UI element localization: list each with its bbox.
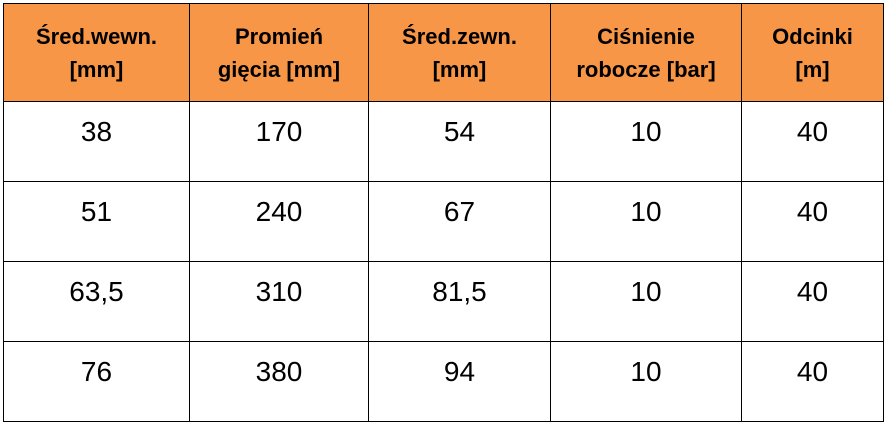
header-line: [mm] xyxy=(432,56,487,82)
header-line: [m] xyxy=(795,56,830,82)
header-outer-diameter: Śred.zewn. [mm] xyxy=(368,3,551,102)
header-sections: Odcinki [m] xyxy=(741,3,884,102)
cell-sections: 40 xyxy=(741,101,884,182)
header-line: [mm] xyxy=(69,56,124,82)
header-line: Śred.zewn. xyxy=(402,23,517,49)
cell-working-pressure: 10 xyxy=(550,101,742,182)
cell-outer-diameter: 54 xyxy=(368,101,551,182)
table-row: 76 380 94 10 40 xyxy=(3,341,884,422)
cell-bend-radius: 380 xyxy=(189,341,369,422)
cell-bend-radius: 310 xyxy=(189,261,369,342)
table-row: 63,5 310 81,5 10 40 xyxy=(3,261,884,342)
header-line: Promień xyxy=(234,23,324,49)
cell-working-pressure: 10 xyxy=(550,341,742,422)
table-row: 51 240 67 10 40 xyxy=(3,181,884,262)
cell-working-pressure: 10 xyxy=(550,261,742,342)
table-row: 38 170 54 10 40 xyxy=(3,101,884,182)
cell-inner-diameter: 51 xyxy=(3,181,190,262)
header-bend-radius: Promień gięcia [mm] xyxy=(189,3,369,102)
pipe-spec-table: Śred.wewn. [mm] Promień gięcia [mm] Śred… xyxy=(3,3,884,422)
header-line: Ciśnienie xyxy=(597,23,695,49)
cell-bend-radius: 170 xyxy=(189,101,369,182)
cell-bend-radius: 240 xyxy=(189,181,369,262)
pipe-spec-table-container: Śred.wewn. [mm] Promień gięcia [mm] Śred… xyxy=(3,3,884,422)
header-working-pressure: Ciśnienie robocze [bar] xyxy=(550,3,742,102)
cell-sections: 40 xyxy=(741,341,884,422)
cell-inner-diameter: 38 xyxy=(3,101,190,182)
header-line: Śred.wewn. xyxy=(35,23,158,49)
cell-outer-diameter: 67 xyxy=(368,181,551,262)
header-line: robocze [bar] xyxy=(576,56,716,82)
cell-inner-diameter: 63,5 xyxy=(3,261,190,342)
cell-outer-diameter: 94 xyxy=(368,341,551,422)
table-header-row: Śred.wewn. [mm] Promień gięcia [mm] Śred… xyxy=(3,3,884,102)
cell-inner-diameter: 76 xyxy=(3,341,190,422)
cell-working-pressure: 10 xyxy=(550,181,742,262)
cell-sections: 40 xyxy=(741,261,884,342)
header-inner-diameter: Śred.wewn. [mm] xyxy=(3,3,190,102)
cell-sections: 40 xyxy=(741,181,884,262)
header-line: Odcinki xyxy=(772,23,853,49)
header-line: gięcia [mm] xyxy=(217,56,341,82)
cell-outer-diameter: 81,5 xyxy=(368,261,551,342)
